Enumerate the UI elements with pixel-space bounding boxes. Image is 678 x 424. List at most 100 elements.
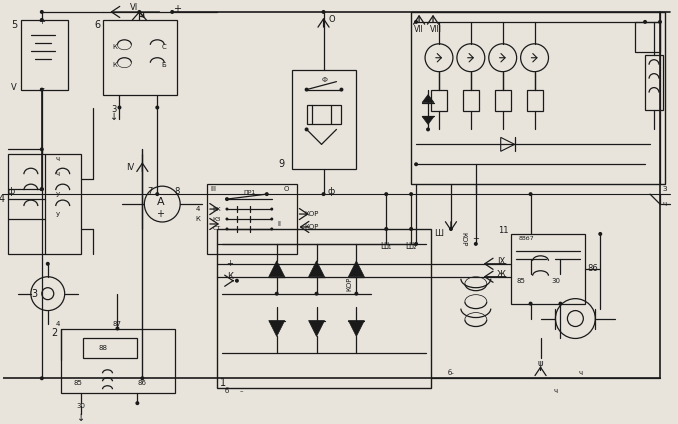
Text: +: + <box>39 17 45 26</box>
Text: O: O <box>284 186 290 192</box>
Text: ↓: ↓ <box>111 112 119 123</box>
Circle shape <box>474 242 478 246</box>
Circle shape <box>449 227 453 231</box>
Text: ПР1: ПР1 <box>243 190 256 195</box>
Text: К: К <box>227 272 233 281</box>
Text: 30: 30 <box>551 278 560 284</box>
Text: ч: ч <box>553 388 557 394</box>
Bar <box>306 105 342 124</box>
Text: VII: VII <box>414 25 424 34</box>
Text: III: III <box>210 186 216 192</box>
Circle shape <box>265 192 268 196</box>
Circle shape <box>414 242 418 246</box>
Text: 85: 85 <box>516 278 525 284</box>
Bar <box>463 89 479 112</box>
Text: 88б7: 88б7 <box>519 237 534 241</box>
Circle shape <box>225 197 229 201</box>
Circle shape <box>409 227 413 231</box>
Text: К: К <box>112 62 117 68</box>
Bar <box>527 89 542 112</box>
Circle shape <box>321 192 325 196</box>
Text: 30: 30 <box>76 403 85 409</box>
Polygon shape <box>308 321 325 337</box>
Bar <box>217 229 431 388</box>
Text: Б: Б <box>162 62 167 68</box>
Circle shape <box>40 88 44 92</box>
Text: ф: ф <box>328 187 335 195</box>
Circle shape <box>226 227 228 231</box>
Polygon shape <box>348 321 364 337</box>
Text: 6: 6 <box>94 20 101 30</box>
Text: 9: 9 <box>279 159 285 169</box>
Text: КОР: КОР <box>304 211 319 217</box>
Text: Ш₁: Ш₁ <box>380 243 392 251</box>
Circle shape <box>658 20 662 24</box>
Text: К: К <box>195 216 200 222</box>
Text: 5: 5 <box>11 20 17 30</box>
Circle shape <box>384 192 388 196</box>
Text: 8: 8 <box>174 187 180 195</box>
Text: 88: 88 <box>98 346 107 351</box>
Bar <box>83 338 138 358</box>
Circle shape <box>170 10 174 14</box>
Circle shape <box>321 10 325 14</box>
Polygon shape <box>422 95 434 103</box>
Text: 11: 11 <box>498 226 508 235</box>
Text: З: З <box>662 186 667 192</box>
Text: КЗ: КЗ <box>213 217 221 221</box>
Circle shape <box>226 208 228 211</box>
Text: СТ: СТ <box>213 226 221 232</box>
Text: VIII: VIII <box>430 25 442 34</box>
Text: II: II <box>278 221 282 227</box>
Text: Ф: Ф <box>321 77 327 83</box>
Circle shape <box>643 20 647 24</box>
Bar <box>411 12 665 184</box>
Circle shape <box>426 128 430 131</box>
Circle shape <box>271 208 273 211</box>
Text: 86: 86 <box>138 380 147 386</box>
Circle shape <box>315 292 319 296</box>
Bar <box>431 89 447 112</box>
Bar <box>102 20 177 95</box>
Circle shape <box>340 88 344 92</box>
Circle shape <box>40 376 44 380</box>
Text: 2: 2 <box>52 329 58 338</box>
Polygon shape <box>348 261 364 277</box>
Circle shape <box>304 88 308 92</box>
Bar <box>511 234 585 304</box>
Circle shape <box>40 10 44 14</box>
Circle shape <box>271 227 273 231</box>
Polygon shape <box>422 117 434 124</box>
Circle shape <box>138 10 141 14</box>
Circle shape <box>384 227 388 231</box>
Circle shape <box>136 401 140 405</box>
Text: IV: IV <box>126 163 134 172</box>
Text: VI: VI <box>130 3 138 12</box>
Polygon shape <box>268 261 285 277</box>
Text: Ш: Ш <box>434 229 443 238</box>
Text: К: К <box>112 44 117 50</box>
Text: Ш₂: Ш₂ <box>405 243 417 251</box>
Text: A: A <box>157 197 164 207</box>
Bar <box>8 154 81 254</box>
Circle shape <box>140 376 144 380</box>
Text: O: O <box>328 15 335 25</box>
Text: +: + <box>473 234 479 243</box>
Circle shape <box>271 218 273 220</box>
Text: у: у <box>56 211 60 217</box>
Circle shape <box>529 192 533 196</box>
Circle shape <box>40 147 44 151</box>
Circle shape <box>115 326 119 330</box>
Circle shape <box>409 192 413 196</box>
Text: С: С <box>162 44 167 50</box>
Polygon shape <box>268 321 285 337</box>
Text: ч: ч <box>56 171 60 177</box>
Circle shape <box>155 192 159 196</box>
Text: 4: 4 <box>196 206 200 212</box>
Text: 87: 87 <box>113 321 122 326</box>
Text: ф: ф <box>7 187 14 195</box>
Circle shape <box>559 301 563 306</box>
Text: Ж: Ж <box>497 270 506 279</box>
Circle shape <box>275 292 279 296</box>
Text: 4: 4 <box>56 321 60 326</box>
